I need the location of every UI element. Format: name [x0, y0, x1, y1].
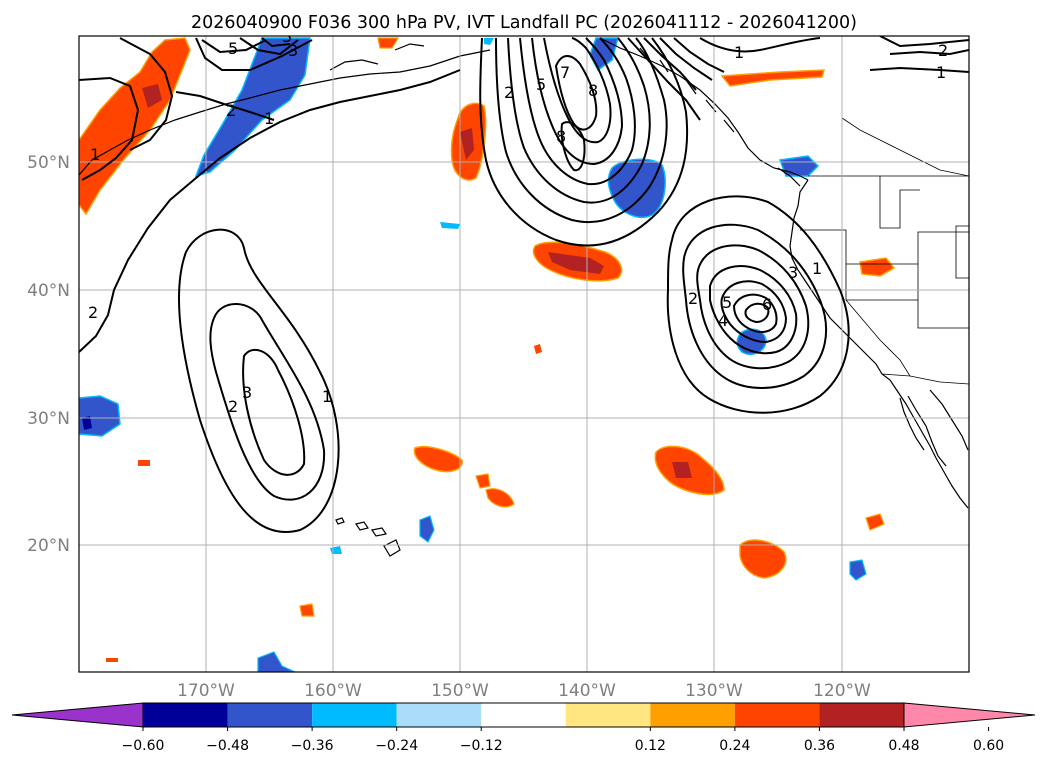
contour-label: 1	[936, 63, 946, 82]
lon-label-150w: 150°W	[431, 681, 489, 701]
map-border	[78, 35, 970, 673]
lon-label-130w: 130°W	[685, 681, 743, 701]
contour-label: 2	[504, 83, 514, 102]
pv-contours	[79, 36, 969, 533]
contour-label: 2	[226, 101, 236, 120]
coastlines	[79, 37, 969, 557]
colorbar-swatch	[312, 703, 397, 727]
colorbar-extend-max	[903, 702, 1036, 728]
contour-label: 2	[88, 303, 98, 322]
colorbar-tick-label: 0.60	[973, 738, 1004, 754]
contour-label: 1	[734, 43, 744, 62]
lon-label-120w: 120°W	[813, 681, 871, 701]
colorbar-swatch	[734, 703, 820, 727]
contour-label: 1	[264, 109, 274, 128]
lon-label-140w: 140°W	[558, 681, 616, 701]
contour-label: 7	[560, 63, 570, 82]
lat-label-50n: 50°N	[27, 153, 70, 173]
contour-label: 1	[322, 387, 332, 406]
colorbar-tick-label: −0.12	[460, 738, 503, 754]
colorbar-swatches	[11, 702, 1036, 728]
contour-label: 1	[90, 145, 100, 164]
contour-label: 2	[228, 397, 238, 416]
contour-label: 2	[938, 41, 948, 60]
lon-label-160w: 160°W	[304, 681, 362, 701]
lat-label-40n: 40°N	[27, 281, 70, 301]
contour-label: 3	[242, 383, 252, 402]
colorbar-tick-label: 0.24	[719, 738, 750, 754]
colorbar-extend-min	[11, 702, 144, 728]
contour-label: 3	[282, 27, 292, 46]
contour-label: 3	[788, 263, 798, 282]
contour-label: 6	[762, 295, 772, 314]
lat-label-30n: 30°N	[27, 409, 70, 429]
colorbar-frame	[142, 702, 905, 728]
colorbar-tick-label: 0.48	[888, 738, 919, 754]
contour-label: 1	[812, 259, 822, 278]
colorbar-tick-label: −0.48	[206, 738, 249, 754]
colorbar-swatch	[819, 703, 904, 727]
contour-labels: 1 2 3 2 5 3 1 2 5 7 8 8 2 5 4 6 1 3 2 3 …	[88, 27, 948, 416]
map-content: 1 2 3 2 5 3 1 2 5 7 8 8 2 5 4 6 1 3 2 3 …	[79, 27, 969, 672]
lat-label-20n: 20°N	[27, 536, 70, 556]
colorbar-tick-label: −0.36	[291, 738, 334, 754]
colorbar-ticks: −0.60 −0.48 −0.36 −0.24 −0.12 0.12 0.24 0.36 0.4…	[122, 727, 1004, 754]
contour-label: 8	[588, 81, 598, 100]
contour-label: 5	[536, 75, 546, 94]
colorbar-swatch	[481, 703, 566, 727]
gridlines	[79, 36, 969, 672]
contour-label: 5	[228, 39, 238, 58]
colorbar-swatch	[565, 703, 651, 727]
colorbar-swatch	[227, 703, 313, 727]
contour-label: 4	[718, 311, 728, 330]
map-title: 2026040900 F036 300 hPa PV, IVT Landfall…	[191, 13, 857, 33]
colorbar: −0.60 −0.48 −0.36 −0.24 −0.12 0.12 0.24 0.36 0.4…	[11, 702, 1036, 754]
contour-label: 2	[688, 289, 698, 308]
latitude-labels: 50°N 40°N 30°N 20°N	[27, 153, 70, 556]
borders	[800, 36, 969, 385]
longitude-labels: 170°W 160°W 150°W 140°W 130°W 120°W	[177, 681, 871, 701]
colorbar-tick-label: −0.24	[375, 738, 418, 754]
colorbar-tick-label: 0.36	[804, 738, 835, 754]
lon-label-170w: 170°W	[177, 681, 235, 701]
contour-label: 5	[722, 293, 732, 312]
colorbar-tick-label: −0.60	[122, 738, 165, 754]
colorbar-swatch	[143, 703, 228, 727]
contour-label: 3	[288, 41, 298, 60]
colorbar-swatch	[650, 703, 735, 727]
colorbar-swatch	[396, 703, 482, 727]
contour-label: 8	[556, 127, 566, 146]
colorbar-tick-label: 0.12	[635, 738, 666, 754]
negative-anomaly-shading	[79, 37, 867, 672]
